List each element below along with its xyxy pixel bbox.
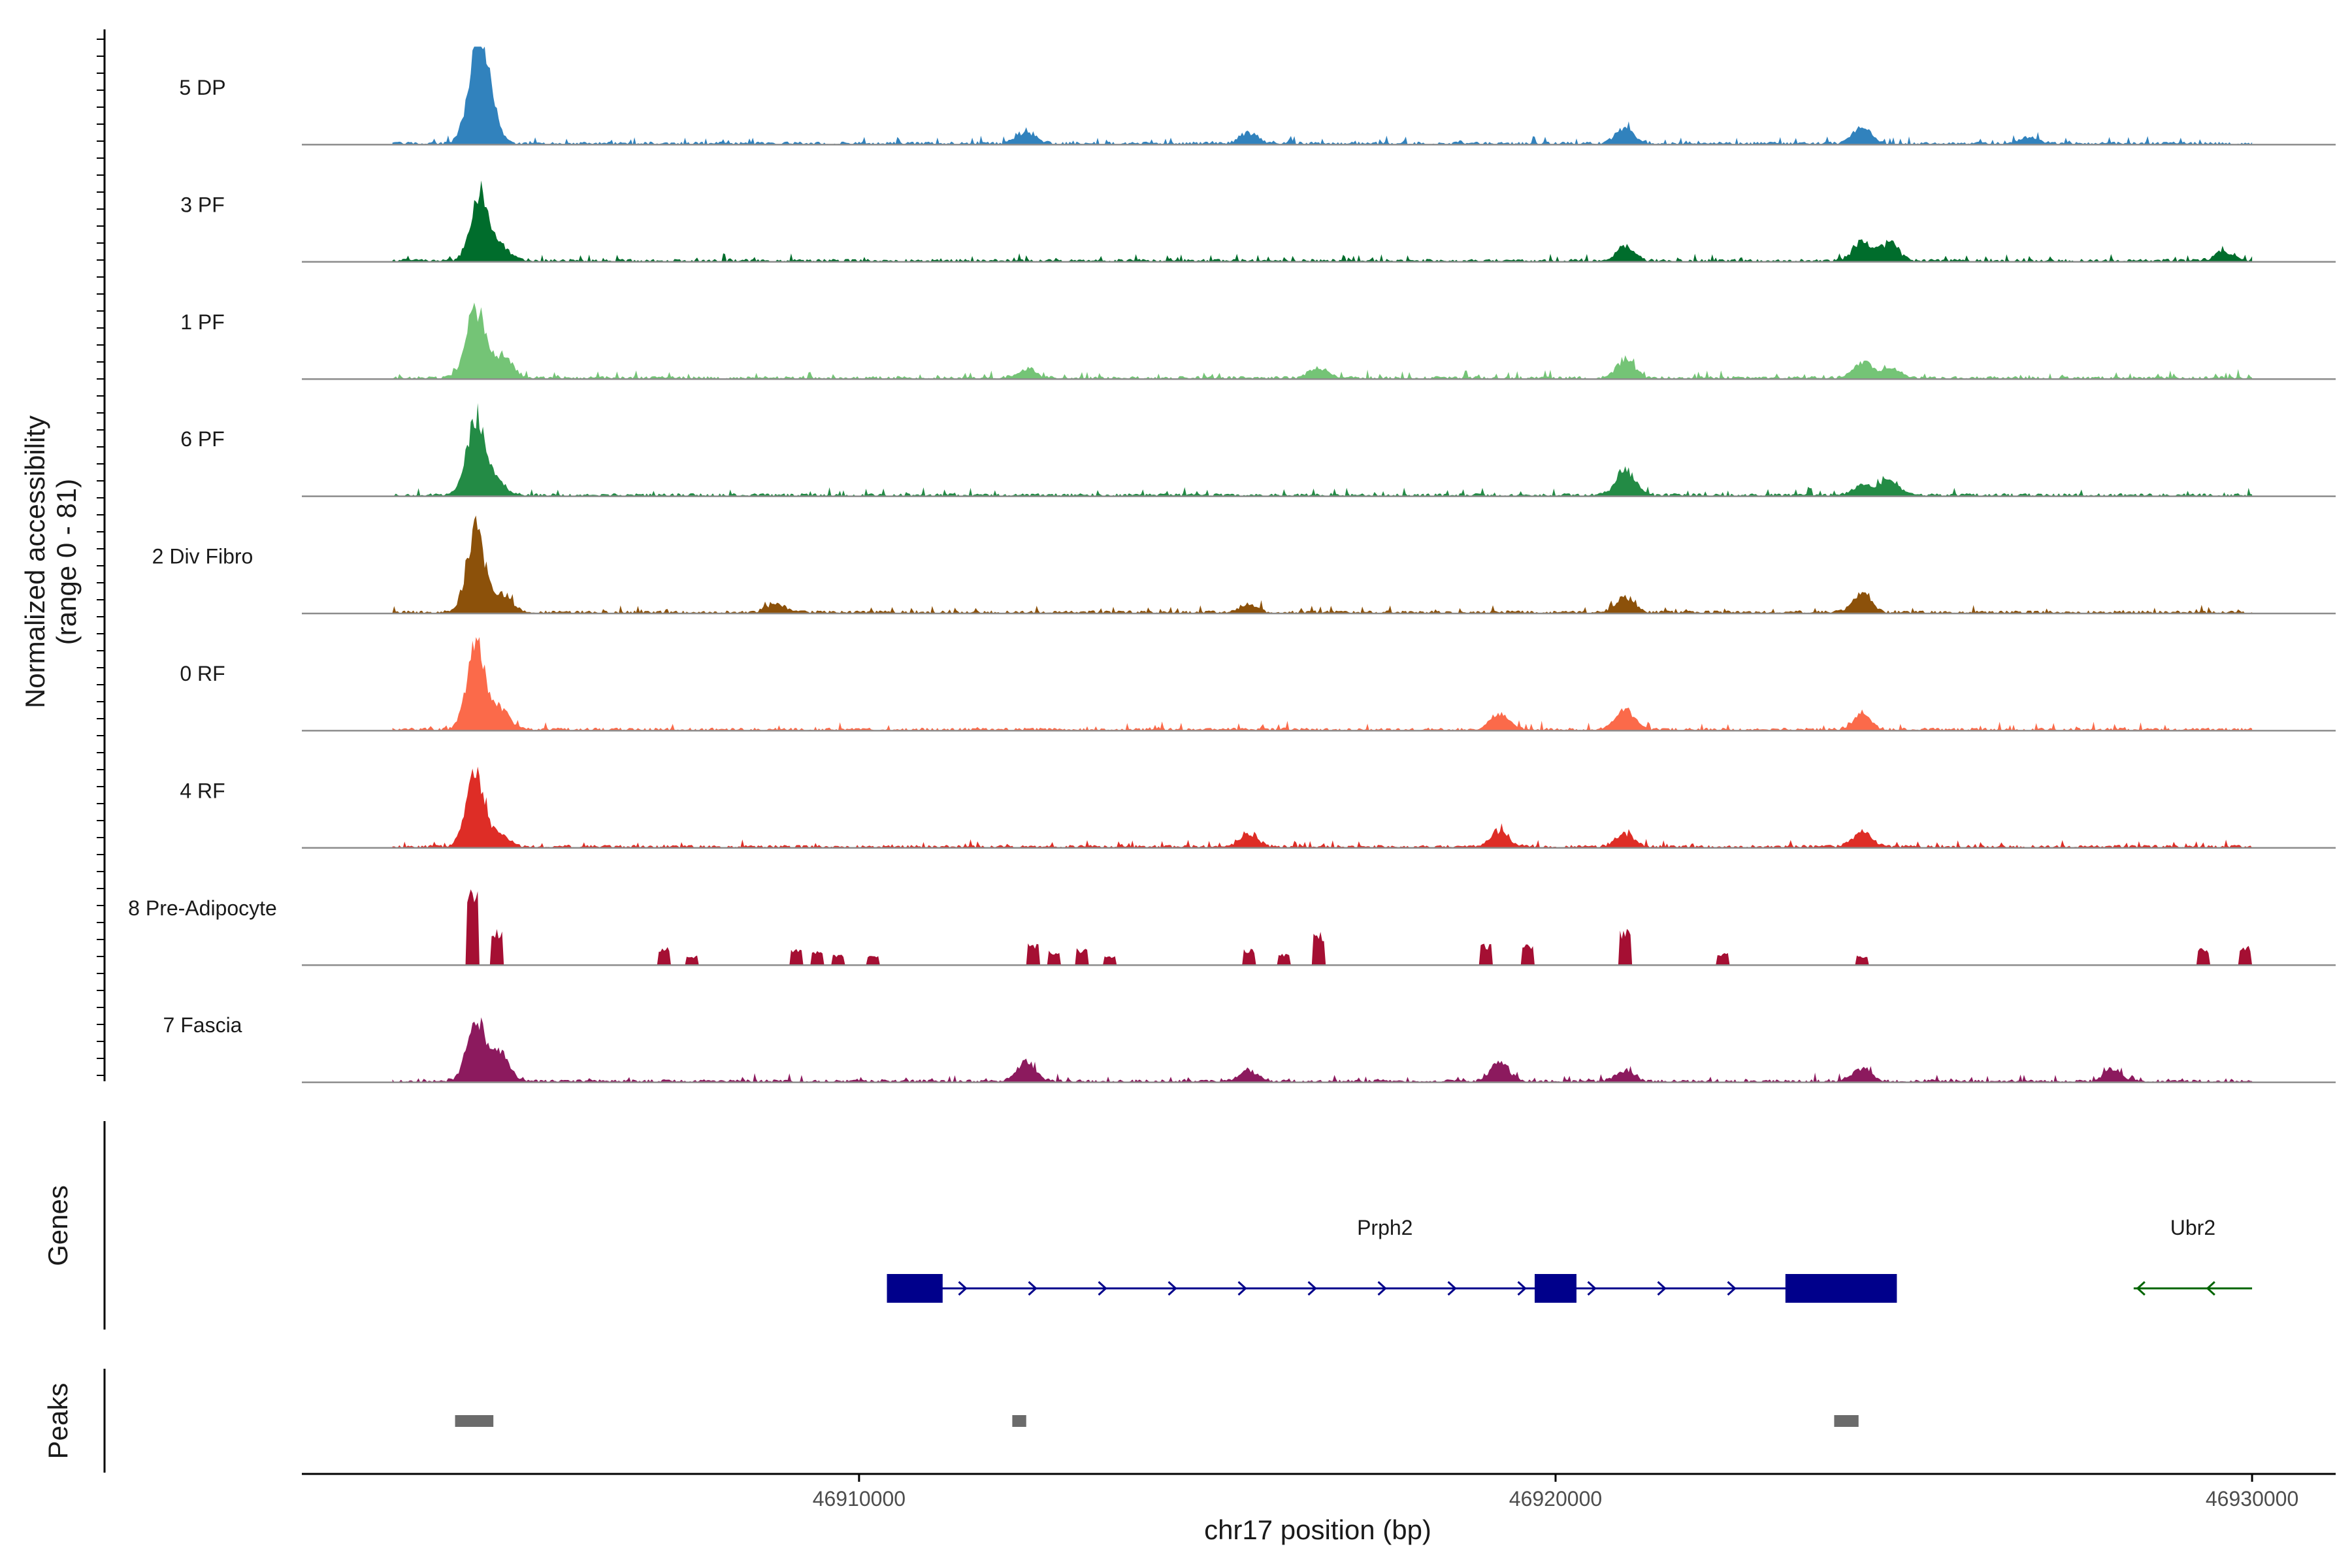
y-minor-ticks <box>97 39 105 1076</box>
strand-chevron <box>1237 1281 1247 1296</box>
track-label: 7 Fascia <box>163 1013 242 1037</box>
track-label: 2 Div Fibro <box>152 545 253 568</box>
y-axis-subtitle: (range 0 - 81) <box>51 479 82 645</box>
track-label: 3 PF <box>180 193 225 216</box>
x-tick-label: 46930000 <box>2206 1487 2298 1511</box>
strand-chevron <box>1168 1281 1177 1296</box>
track-label: 5 DP <box>179 76 225 99</box>
track-5-dp: 5 DP <box>179 46 2336 146</box>
gene-models: Prph2 Ubr2 <box>887 1216 2253 1303</box>
coverage-area <box>392 766 2253 848</box>
strand-chevron <box>1028 1281 1037 1296</box>
strand-chevron <box>2136 1281 2146 1296</box>
track-1-pf: 1 PF <box>180 302 2336 380</box>
track-4-rf: 4 RF <box>180 766 2336 849</box>
exon <box>887 1274 943 1303</box>
coverage-area <box>392 46 2253 145</box>
strand-chevron <box>1727 1281 1737 1296</box>
track-6-pf: 6 PF <box>180 402 2336 497</box>
coverage-area <box>392 515 2253 613</box>
track-3-pf: 3 PF <box>180 180 2336 263</box>
strand-chevron <box>1517 1281 1527 1296</box>
strand-chevron <box>958 1281 968 1296</box>
track-7-fascia: 7 Fascia <box>163 1013 2336 1083</box>
strand-chevron <box>1587 1281 1597 1296</box>
track-label: 8 Pre-Adipocyte <box>128 896 277 920</box>
x-axis-title: chr17 position (bp) <box>1204 1514 1431 1545</box>
track-0-rf: 0 RF <box>180 637 2336 732</box>
coverage-area <box>392 1017 2253 1083</box>
peak-region <box>455 1415 494 1427</box>
gene-label: Ubr2 <box>2170 1216 2215 1239</box>
x-axis-ticks: 46910000 46920000 46930000 <box>813 1474 2298 1511</box>
exon <box>1534 1274 1576 1303</box>
peak-regions <box>455 1415 1859 1427</box>
track-8-pre-adipocyte: 8 Pre-Adipocyte <box>128 889 2336 966</box>
gene-prph2: Prph2 <box>887 1216 1897 1303</box>
track-label: 0 RF <box>180 662 225 685</box>
x-tick-label: 46910000 <box>813 1487 906 1511</box>
x-tick-label: 46920000 <box>1509 1487 1602 1511</box>
coverage-area <box>392 180 2253 262</box>
strand-chevron <box>1447 1281 1457 1296</box>
coverage-area <box>392 402 2253 497</box>
exon <box>1785 1274 1897 1303</box>
strand-chevron <box>1307 1281 1317 1296</box>
track-label: 1 PF <box>180 310 225 334</box>
strand-chevron <box>2206 1281 2215 1296</box>
track-2-div-fibro: 2 Div Fibro <box>152 515 2336 615</box>
coverage-area <box>392 889 2253 966</box>
strand-chevron <box>1098 1281 1107 1296</box>
genes-panel-label: Genes <box>42 1185 73 1266</box>
gene-label: Prph2 <box>1357 1216 1413 1239</box>
y-axis-title: Normalized accessibility <box>20 416 50 708</box>
track-label: 4 RF <box>180 779 225 802</box>
peak-region <box>1012 1415 1026 1427</box>
tracks: 5 DP 3 PF 1 PF 6 PF 2 Div Fibro 0 RF 4 RF 8 Pre… <box>128 46 2336 1083</box>
gene-ubr2: Ubr2 <box>2133 1216 2253 1296</box>
track-label: 6 PF <box>180 427 225 451</box>
peak-region <box>1834 1415 1859 1427</box>
strand-chevron <box>1657 1281 1667 1296</box>
peaks-panel-label: Peaks <box>42 1383 73 1460</box>
coverage-area <box>392 637 2253 731</box>
coverage-area <box>392 302 2253 380</box>
strand-chevron <box>1377 1281 1387 1296</box>
